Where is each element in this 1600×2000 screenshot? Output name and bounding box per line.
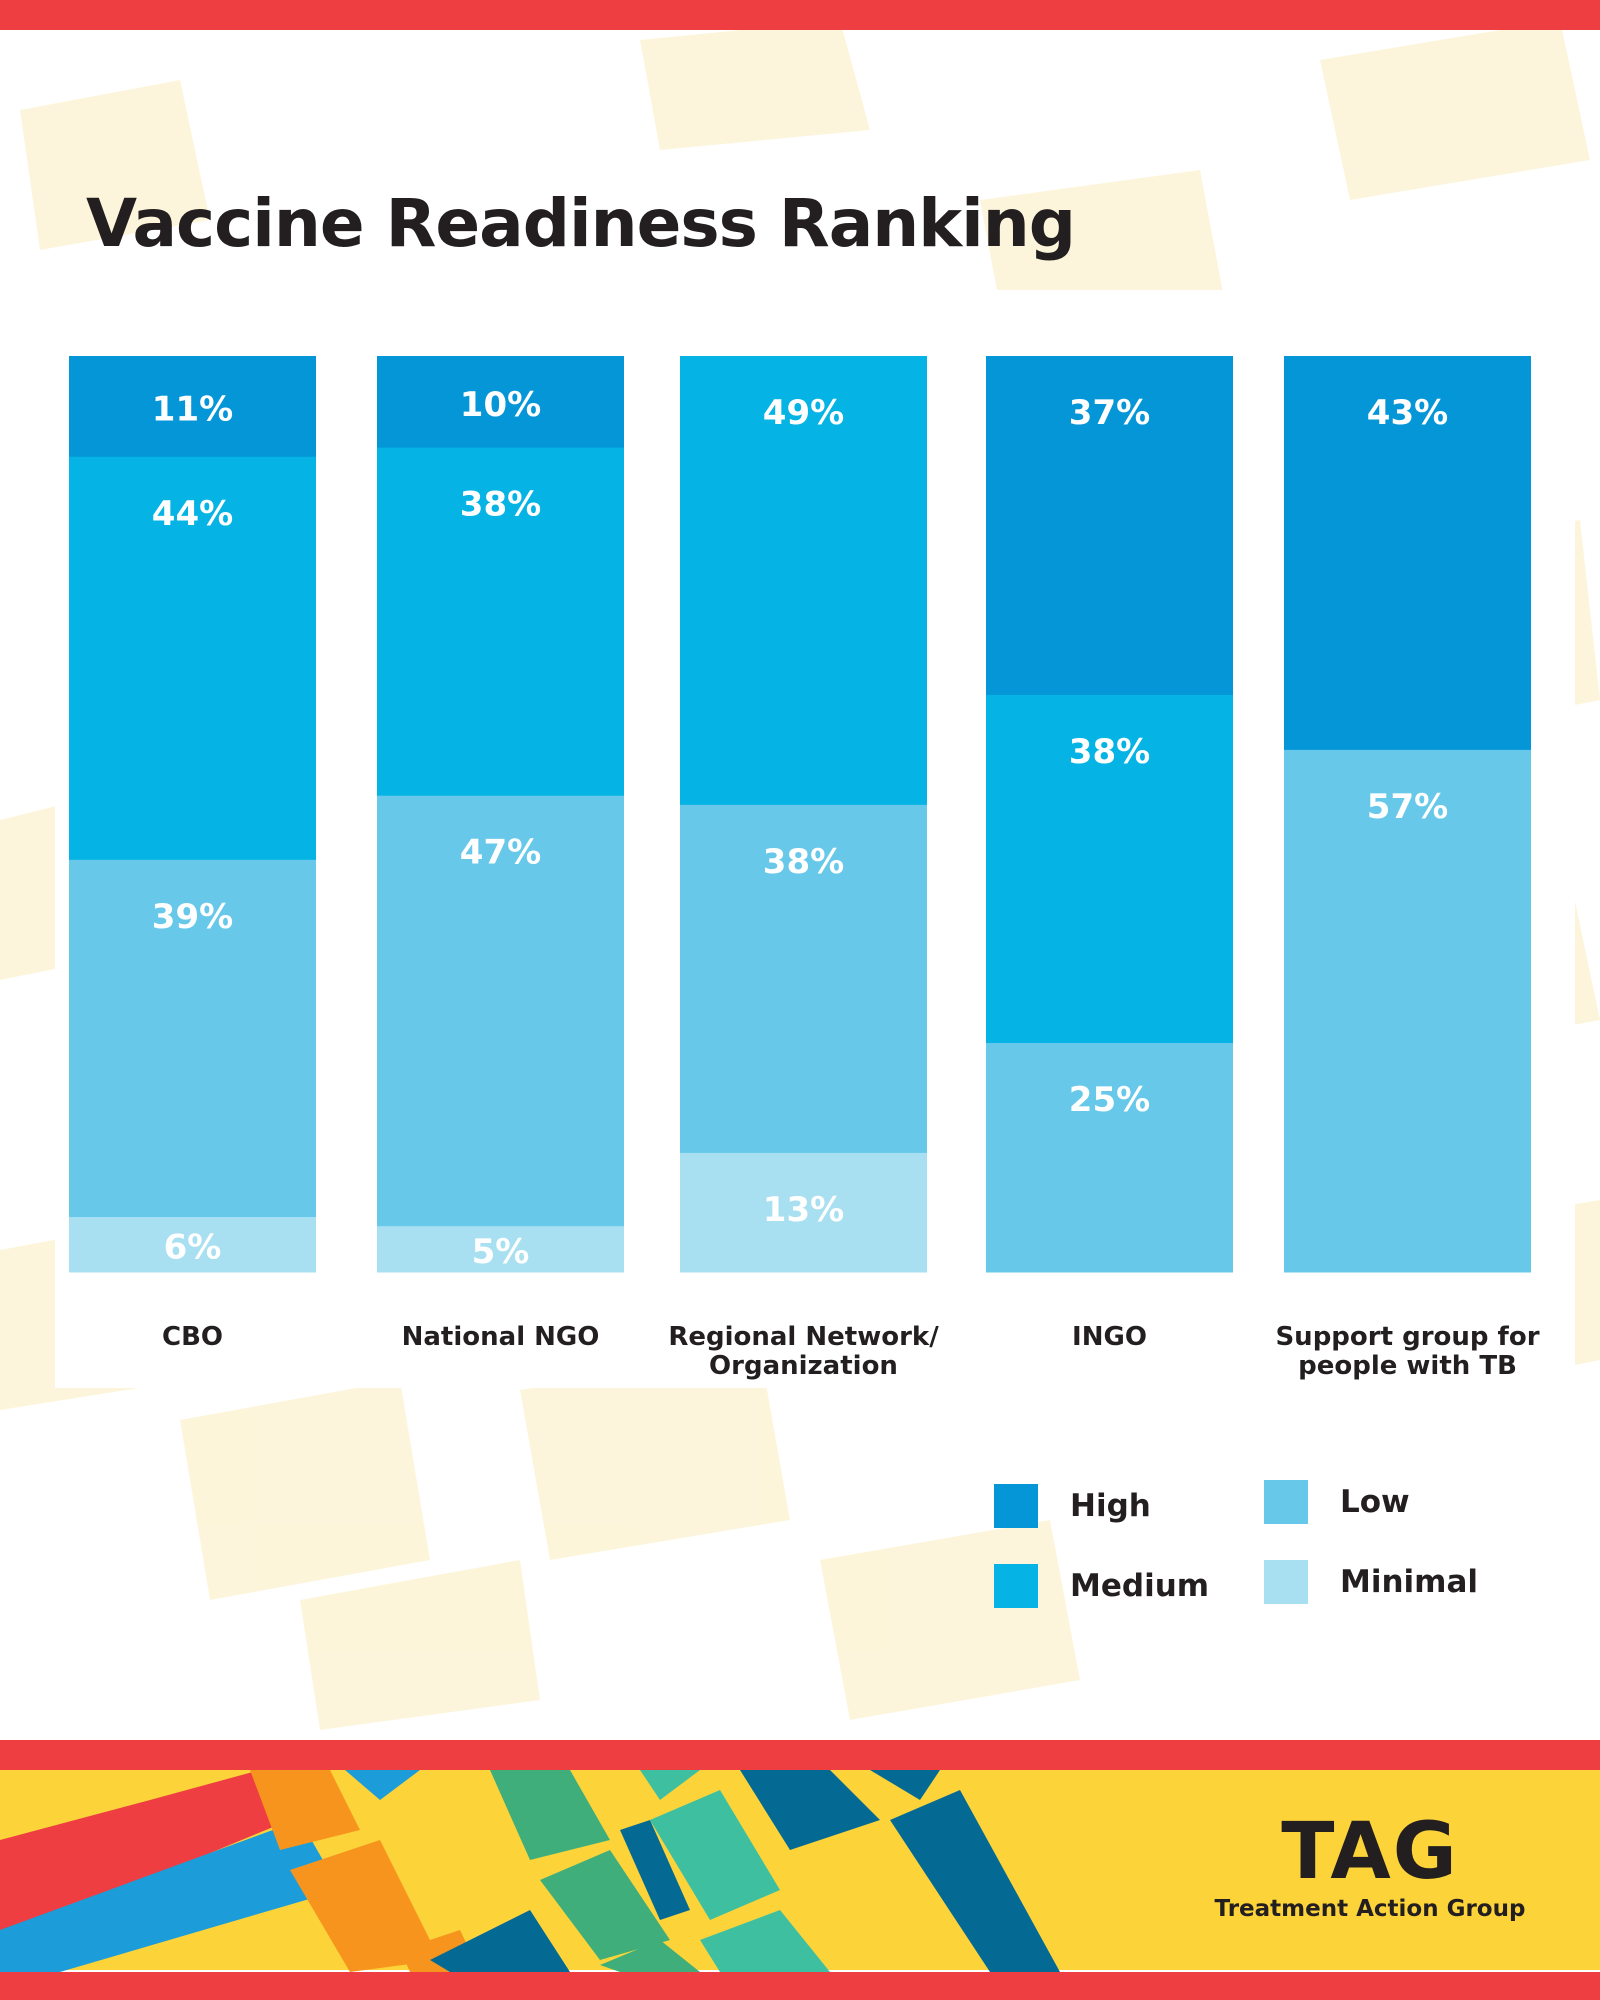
bar-regional-network-organization-minimal bbox=[680, 1152, 927, 1273]
brand-full-name: Treatment Action Group bbox=[1214, 1896, 1526, 1922]
legend: High Low Medium Minimal bbox=[994, 1480, 1494, 1620]
data-label-regional-network-organization-medium: 49% bbox=[763, 393, 844, 433]
bar-national-ngo-minimal bbox=[377, 1226, 624, 1273]
x-tick-label-national-ngo: National NGO bbox=[402, 1322, 600, 1352]
data-label-cbo-high: 11% bbox=[152, 389, 233, 429]
bar-regional-network-organization-medium bbox=[680, 356, 927, 806]
legend-label-medium: Medium bbox=[1070, 1568, 1210, 1604]
data-label-support-group-for-people-with-tb-low: 57% bbox=[1367, 787, 1448, 827]
bar-support-group-for-people-with-tb-high bbox=[1284, 356, 1531, 751]
legend-label-low: Low bbox=[1340, 1484, 1410, 1520]
data-label-cbo-medium: 44% bbox=[152, 494, 233, 534]
data-label-national-ngo-low: 47% bbox=[460, 833, 541, 873]
chart-title: Vaccine Readiness Ranking bbox=[86, 185, 1076, 262]
bar-ingo-low bbox=[986, 1043, 1233, 1273]
x-tick-label-ingo: INGO bbox=[1072, 1322, 1147, 1352]
top-accent-bar bbox=[0, 0, 1600, 30]
x-tick-label-support-group-for-people-with-tb: Support group for people with TB bbox=[1275, 1322, 1539, 1381]
tag-logo: TAG Treatment Action Group bbox=[1200, 1810, 1540, 1930]
bar-regional-network-organization-low bbox=[680, 804, 927, 1154]
legend-swatch-medium bbox=[994, 1564, 1038, 1608]
footer-banner bbox=[0, 1740, 1600, 2000]
bar-support-group-for-people-with-tb-low bbox=[1284, 749, 1531, 1273]
bar-national-ngo-medium bbox=[377, 447, 624, 797]
data-label-cbo-low: 39% bbox=[152, 897, 233, 937]
bar-ingo-high bbox=[986, 356, 1233, 696]
legend-swatch-high bbox=[994, 1484, 1038, 1528]
data-label-support-group-for-people-with-tb-high: 43% bbox=[1367, 393, 1448, 433]
x-tick-label-cbo: CBO bbox=[162, 1322, 223, 1352]
bar-cbo-low bbox=[69, 859, 316, 1218]
stacked-bar-chart: 11% 44% 39% 6% CBO 10% 38% 47% 5% National NGO 49%… bbox=[69, 356, 1540, 1381]
data-label-national-ngo-high: 10% bbox=[460, 385, 541, 425]
data-label-national-ngo-minimal: 5% bbox=[472, 1232, 530, 1272]
data-label-ingo-medium: 38% bbox=[1069, 732, 1150, 772]
bar-ingo-medium bbox=[986, 694, 1233, 1044]
data-label-national-ngo-medium: 38% bbox=[460, 485, 541, 525]
legend-label-high: High bbox=[1070, 1488, 1151, 1524]
footer-graphic bbox=[0, 1740, 1600, 2000]
data-label-ingo-high: 37% bbox=[1069, 393, 1150, 433]
data-label-regional-network-organization-minimal: 13% bbox=[763, 1190, 844, 1230]
bar-national-ngo-high bbox=[377, 356, 624, 449]
brand-name: TAG bbox=[1281, 1807, 1459, 1897]
bar-cbo-high bbox=[69, 356, 316, 458]
legend-label-minimal: Minimal bbox=[1340, 1564, 1479, 1600]
x-tick-label-regional-network-organization: Regional Network/Organization bbox=[668, 1322, 939, 1381]
data-label-cbo-minimal: 6% bbox=[164, 1228, 222, 1268]
legend-swatch-low bbox=[1264, 1480, 1308, 1524]
data-label-regional-network-organization-low: 38% bbox=[763, 842, 844, 882]
bar-cbo-medium bbox=[69, 456, 316, 861]
data-label-ingo-low: 25% bbox=[1069, 1080, 1150, 1120]
bar-national-ngo-low bbox=[377, 795, 624, 1227]
bar-cbo-minimal bbox=[69, 1217, 316, 1273]
legend-swatch-minimal bbox=[1264, 1560, 1308, 1604]
